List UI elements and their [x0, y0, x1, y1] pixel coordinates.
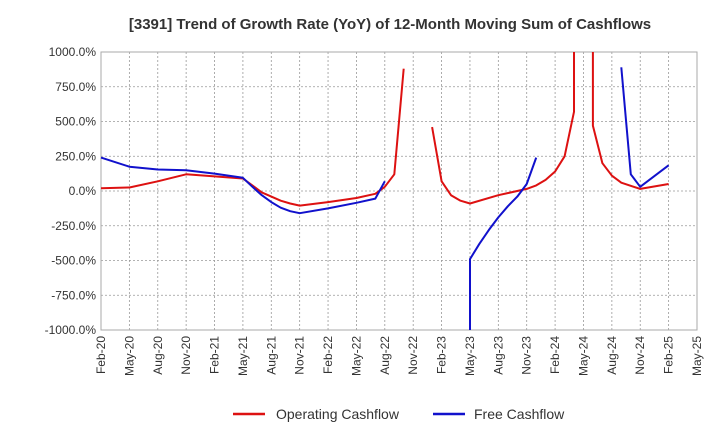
x-tick-label: Nov-21: [293, 336, 307, 375]
y-tick-label: 0.0%: [69, 184, 97, 198]
x-tick-label: Aug-24: [605, 336, 619, 375]
x-tick-label: May-24: [576, 336, 590, 376]
x-tick-label: Aug-20: [151, 336, 165, 375]
x-tick-label: Feb-24: [548, 336, 562, 374]
x-tick-label: Nov-24: [633, 336, 647, 375]
y-tick-label: -250.0%: [51, 219, 96, 233]
x-tick-label: Feb-23: [435, 336, 449, 374]
x-tick-label: May-21: [236, 336, 250, 376]
x-tick-label: Aug-23: [491, 336, 505, 375]
x-tick-label: May-23: [463, 336, 477, 376]
y-tick-label: 750.0%: [55, 80, 96, 94]
y-tick-label: 1000.0%: [49, 45, 97, 59]
legend-label-free: Free Cashflow: [474, 406, 565, 422]
series-lines: [100, 52, 670, 330]
y-tick-label: -1000.0%: [45, 323, 97, 337]
x-tick-label: Feb-20: [94, 336, 108, 374]
x-tick-label: Aug-22: [378, 336, 392, 375]
x-tick-label: Feb-22: [321, 336, 335, 374]
plot-area: [100, 51, 698, 331]
operating-cashflow-line: [591, 52, 669, 190]
x-tick-label: Nov-23: [520, 336, 534, 375]
operating-cashflow-line: [431, 52, 575, 205]
free-cashflow-line: [620, 67, 670, 188]
x-tick-label: Nov-22: [406, 336, 420, 375]
x-tick-label: May-20: [122, 336, 136, 376]
x-tick-label: May-25: [690, 336, 704, 376]
chart-title: [3391] Trend of Growth Rate (YoY) of 12-…: [129, 16, 651, 33]
y-tick-label: 250.0%: [55, 149, 96, 163]
y-tick-label: 500.0%: [55, 115, 96, 129]
grid: [100, 51, 698, 331]
x-axis: Feb-20 May-20 Aug-20 Nov-20 Feb-21 May-21 Aug-…: [94, 336, 704, 376]
legend-label-operating: Operating Cashflow: [276, 406, 400, 422]
x-tick-label: Feb-25: [662, 336, 676, 374]
y-tick-label: -500.0%: [51, 254, 96, 268]
x-tick-label: Aug-21: [264, 336, 278, 375]
x-tick-label: Nov-20: [179, 336, 193, 375]
legend: Operating Cashflow Free Cashflow: [233, 406, 565, 422]
operating-cashflow-line: [100, 68, 405, 207]
y-tick-label: -750.0%: [51, 288, 96, 302]
x-tick-label: May-22: [349, 336, 363, 376]
free-cashflow-line: [469, 157, 538, 330]
x-tick-label: Feb-21: [208, 336, 222, 374]
y-axis: 1000.0% 750.0% 500.0% 250.0% 0.0% -250.0% -500…: [45, 45, 97, 337]
free-cashflow-line: [100, 156, 386, 215]
